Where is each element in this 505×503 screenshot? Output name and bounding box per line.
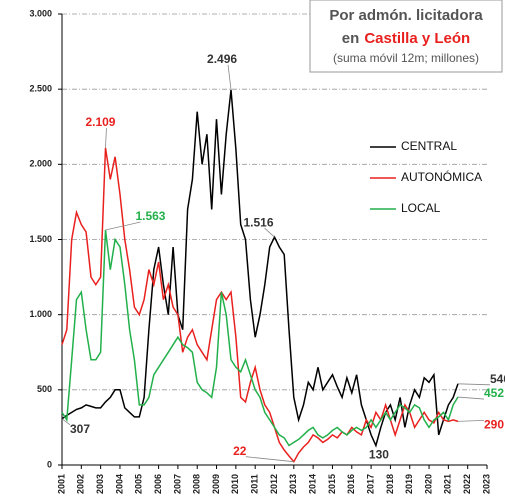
x-tick-label: 2020 [423,474,433,494]
annotation-leader [264,227,275,238]
annotation-leader [227,64,232,90]
chart-title: Por admón. licitadora [329,7,483,24]
x-tick-label: 2023 [481,474,491,494]
x-tick-label: 2017 [365,474,375,494]
legend-label: AUTONÓMICA [401,169,482,184]
x-tick-label: 2014 [308,474,318,494]
x-tick-label: 2006 [153,474,163,494]
legend-label: LOCAL [401,201,441,215]
x-tick-label: 2019 [404,474,414,494]
subtitle: (suma móvil 12m; millones) [333,51,479,65]
annotation: 2.496 [207,52,237,66]
x-tick-label: 2005 [134,474,144,494]
y-tick-label: 0 [47,459,52,469]
annotation: 2.109 [85,115,115,129]
x-tick-label: 2011 [250,474,260,494]
x-tick-label: 2015 [327,474,337,494]
x-tick-label: 2007 [172,474,182,494]
annotation-leader [105,127,107,148]
title-highlight: Castilla y León [364,30,470,47]
annotation: 22 [233,444,247,458]
legend-label: CENTRAL [401,139,457,153]
x-tick-label: 2010 [230,474,240,494]
y-tick-label: 2.000 [29,159,52,169]
title-prefix: en [342,30,360,47]
annotation-leader [105,221,141,231]
x-tick-label: 2012 [269,474,279,494]
series-line [61,229,459,447]
chart-title-2: en Castilla y León [342,30,470,47]
x-tick-label: 2018 [385,474,395,494]
annotation-leader [458,420,485,422]
annotation: 290 [484,418,504,432]
x-tick-label: 2013 [288,474,298,494]
x-tick-label: 2004 [114,474,124,494]
y-tick-label: 500 [37,384,52,394]
y-tick-label: 2.500 [29,84,52,94]
x-tick-label: 2016 [346,474,356,494]
x-tick-label: 2008 [192,474,202,494]
annotation-leader [457,396,485,400]
annotation: 130 [369,448,389,462]
series-line [61,89,459,448]
y-tick-label: 3.000 [29,8,52,18]
x-tick-label: 2001 [56,474,66,494]
x-tick-label: 2002 [76,474,86,494]
annotation: 452 [484,386,504,400]
y-tick-label: 1.500 [29,234,52,244]
x-tick-label: 2003 [95,474,105,494]
annotation: 1.563 [135,209,165,223]
annotation-leader [61,418,71,426]
y-tick-label: 1.000 [29,309,52,319]
annotation-leader [458,383,491,386]
series-line [61,147,459,464]
x-tick-label: 2022 [462,474,472,494]
x-tick-label: 2009 [211,474,221,494]
annotation: 1.516 [243,215,273,229]
title-box [309,0,503,73]
annotation: 540 [490,372,505,386]
x-tick-label: 2021 [443,474,453,494]
annotation: 307 [70,422,90,436]
annotation-leader [245,456,294,463]
